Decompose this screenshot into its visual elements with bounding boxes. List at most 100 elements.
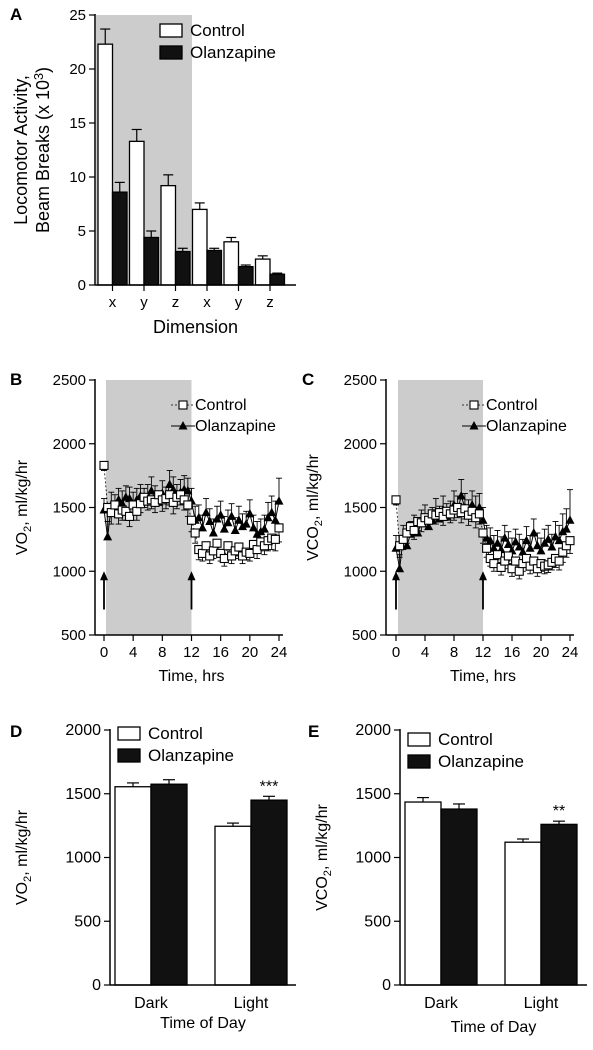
point-olanzapine: [474, 502, 484, 511]
y-tick-label: 20: [69, 61, 86, 78]
panel-label-e: E: [308, 722, 319, 741]
point-olanzapine: [511, 536, 521, 546]
point-olanzapine: [194, 512, 204, 522]
x-tick-label: 20: [533, 644, 550, 661]
point-control: [391, 495, 401, 505]
legend-label-control: Control: [438, 730, 493, 749]
point-control: [190, 528, 200, 538]
legend-marker-olanzapine: [178, 421, 188, 430]
point-control: [409, 525, 419, 536]
point-olanzapine: [256, 526, 266, 536]
point-control: [201, 541, 211, 551]
y-tick-label: 2000: [355, 722, 391, 739]
panel-d-chart: *** 0 500 1000 1500 2000 Dark Light Time of Day V…: [14, 722, 296, 1032]
x-tick-label: 0: [100, 644, 108, 661]
bar-control-dark: [404, 801, 442, 986]
x-tick-label: 8: [158, 644, 166, 661]
point-control: [234, 542, 244, 552]
panel-label-b: B: [10, 370, 22, 389]
point-olanzapine: [146, 485, 156, 495]
bar-control-x: [97, 43, 114, 286]
panel-a-chart: 0 5 10 15 20 25 x y z x y z Dimension Locomotor Activ…: [11, 7, 296, 337]
point-control: [223, 541, 233, 551]
significance-marker: ***: [260, 778, 279, 795]
legend-label-control: Control: [195, 397, 247, 414]
point-olanzapine: [230, 525, 240, 534]
point-olanzapine: [125, 493, 135, 503]
x-tick-label: 16: [504, 644, 521, 661]
point-control: [274, 523, 284, 533]
x-axis-title: Time, hrs: [158, 668, 224, 685]
legend-label-control: Control: [190, 21, 245, 40]
x-tick-label: 4: [129, 644, 137, 661]
y-axis-title: Locomotor Activity,: [11, 75, 31, 225]
point-olanzapine: [467, 499, 477, 509]
point-olanzapine: [554, 535, 564, 545]
point-control: [270, 534, 280, 544]
y-tick-label: 1500: [355, 786, 391, 803]
point-control: [554, 556, 564, 566]
x-tick-label: 24: [271, 644, 288, 661]
legend-marker-olanzapine: [469, 421, 479, 430]
point-olanzapine: [245, 508, 255, 518]
y-tick-label: 1000: [355, 850, 391, 867]
y-axis-title: Beam Breaks (x 103): [32, 67, 53, 233]
point-olanzapine: [216, 510, 226, 519]
point-olanzapine: [223, 517, 233, 527]
panel-labels: A B C D E: [10, 5, 319, 741]
significance-marker: **: [553, 803, 565, 820]
point-control: [132, 506, 142, 516]
arrow-head: [187, 571, 196, 581]
point-olanzapine: [503, 539, 513, 548]
x-tick-label: z: [266, 294, 274, 311]
y-tick-label: 2000: [53, 436, 86, 453]
point-olanzapine: [197, 522, 207, 532]
y-axis-title: VCO2, ml/kg/hr: [305, 453, 325, 560]
y-axis-title: VO2, ml/kg/hr: [14, 809, 34, 905]
legend-swatch-control: [117, 726, 141, 741]
point-olanzapine: [208, 528, 218, 537]
bar-control-light: [214, 825, 252, 986]
point-olanzapine: [117, 498, 127, 508]
bar-control-z: [160, 184, 177, 286]
point-control: [124, 511, 135, 521]
point-olanzapine: [478, 515, 488, 524]
bar-control-light: [504, 841, 542, 986]
panel-label-a: A: [10, 5, 22, 24]
legend-label-control: Control: [486, 397, 538, 414]
point-control: [186, 515, 197, 525]
y-axis-title: VCO2, ml/kg/hr: [314, 803, 334, 910]
point-olanzapine: [201, 507, 211, 517]
panel-c-chart: 500 1000 1500 2000 2500 0 4 8 12 16 20 24 Time, hrs V…: [305, 372, 578, 685]
legend-label-olanzapine: Olanzapine: [148, 746, 234, 765]
series-line-control: [103, 465, 109, 508]
legend-swatch-olanzapine: [159, 45, 183, 60]
y-tick-label: 500: [61, 627, 86, 644]
bar-olanzapine-y: [237, 265, 254, 286]
point-olanzapine: [489, 543, 499, 552]
x-tick-label: 16: [212, 644, 229, 661]
x-tick-label: 24: [562, 644, 579, 661]
legend-swatch-olanzapine: [407, 754, 431, 769]
bar-olanzapine-x: [206, 249, 223, 286]
point-control: [503, 551, 513, 561]
panel-label-c: C: [302, 370, 314, 389]
point-olanzapine: [532, 540, 542, 550]
point-olanzapine: [227, 511, 237, 520]
y-tick-label: 25: [69, 7, 86, 24]
panel-b-chart: 500 1000 1500 2000 2500 0 4 8 12 16 20 24 Time, hrs V…: [14, 372, 287, 685]
point-olanzapine: [241, 519, 251, 528]
y-tick-label: 0: [382, 977, 391, 994]
bar-olanzapine-y: [143, 236, 160, 286]
point-control: [110, 500, 120, 510]
y-tick-label: 15: [69, 115, 86, 132]
x-axis-title: Time of Day: [160, 1015, 246, 1032]
x-tick-label: Dark: [424, 995, 459, 1012]
y-axis-title: VO2, ml/kg/hr: [14, 459, 34, 555]
y-tick-label: 500: [352, 627, 377, 644]
point-olanzapine: [274, 496, 284, 505]
x-axis-title: Time of Day: [451, 1019, 537, 1036]
point-olanzapine: [270, 515, 280, 524]
point-olanzapine: [238, 521, 248, 531]
